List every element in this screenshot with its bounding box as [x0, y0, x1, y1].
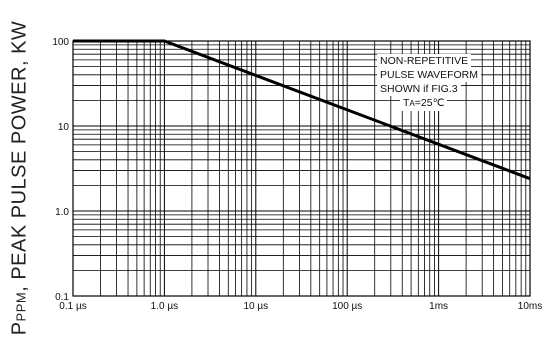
temp-lead: T — [403, 97, 410, 109]
annotation-line-3: SHOWN if FIG.3 — [380, 83, 458, 95]
x-tick-label: 100 µs — [332, 301, 362, 312]
y-label-subscript: PPM — [13, 291, 29, 322]
y-tick-label: 100 — [52, 37, 69, 48]
temp-subscript: A — [409, 99, 415, 108]
x-tick-label: 10ms — [518, 301, 542, 312]
y-tick-label: 10 — [58, 122, 70, 133]
annotation-box-2: PULSE WAVEFORM — [377, 68, 482, 82]
series-layer — [73, 39, 531, 181]
annotation-temperature: TA=25℃ — [403, 96, 444, 111]
annotation-box-4: TA=25℃ — [400, 96, 448, 111]
plot-frame — [72, 40, 531, 297]
plot-border — [72, 40, 531, 297]
x-tick-labels: 0.1 µs 1.0 µs 10 µs 100 µs 1ms 10ms — [59, 301, 542, 312]
annotation-box-3: SHOWN if FIG.3 — [377, 82, 461, 96]
y-tick-label: 1.0 — [55, 207, 69, 218]
x-tick-label: 0.1 µs — [59, 301, 86, 312]
x-tick-label: 10 µs — [243, 301, 268, 312]
annotation-box: NON-REPETITIVE — [377, 54, 472, 68]
x-tick-label: 1.0 µs — [151, 301, 178, 312]
y-tick-label: 0.1 — [55, 292, 69, 303]
y-label-rest: , PEAK PULSE POWER, KW — [8, 20, 31, 292]
y-tick-labels: 100 10 1.0 0.1 — [52, 37, 69, 303]
temp-rest: =25℃ — [414, 97, 445, 109]
annotation-line-2: PULSE WAVEFORM — [380, 69, 479, 81]
y-axis-label-text: PPPM, PEAK PULSE POWER, KW — [9, 21, 32, 336]
peak-pulse-power-curve — [73, 39, 531, 181]
y-label-lead: P — [8, 321, 31, 336]
x-tick-label: 1ms — [429, 301, 448, 312]
grid — [72, 41, 530, 297]
y-axis-label: PPPM, PEAK PULSE POWER, KW — [0, 0, 40, 357]
annotation-line-1: NON-REPETITIVE — [380, 55, 469, 67]
